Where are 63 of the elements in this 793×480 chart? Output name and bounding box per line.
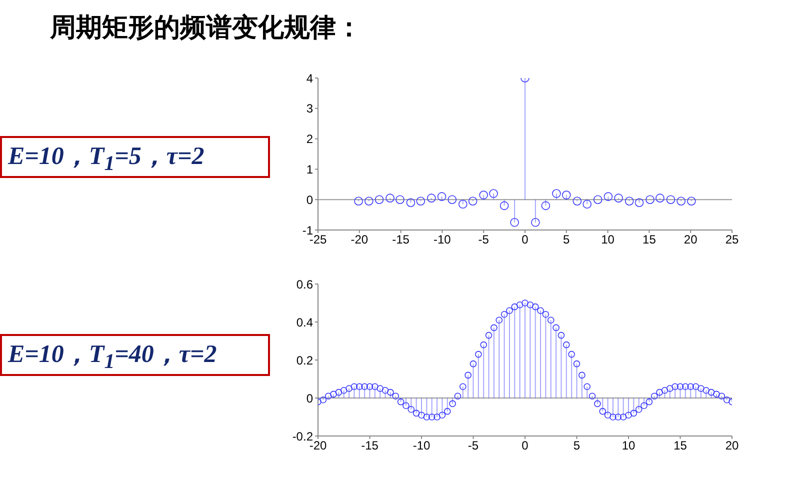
x-tick-label: -15 <box>392 232 410 247</box>
x-tick-label: -10 <box>434 232 452 247</box>
point <box>374 195 384 204</box>
point <box>582 200 592 209</box>
point <box>364 196 374 206</box>
point <box>687 196 696 206</box>
x-tick-label: -15 <box>361 438 379 453</box>
x-tick-label: 20 <box>684 232 698 247</box>
y-tick-label: 0.2 <box>296 353 314 368</box>
point <box>531 218 540 227</box>
x-tick-label: 15 <box>674 438 688 453</box>
point <box>500 201 509 210</box>
point <box>562 190 571 200</box>
point <box>634 198 644 208</box>
x-tick-label: -20 <box>350 232 368 247</box>
x-tick-label: 0 <box>522 438 529 453</box>
y-tick-label: 3 <box>306 102 314 116</box>
point <box>437 192 446 201</box>
x-tick-label: 0 <box>522 232 529 247</box>
y-tick-label: 1 <box>306 162 314 176</box>
point <box>458 200 468 209</box>
point <box>624 196 634 206</box>
x-tick-label: -10 <box>412 438 430 453</box>
point <box>427 194 436 202</box>
point <box>646 195 654 204</box>
point <box>479 190 488 200</box>
y-tick-label: 0.4 <box>296 315 314 330</box>
text: E=10，T$_{1}$=5，τ=2 <box>0 136 270 178</box>
point <box>572 196 582 206</box>
point <box>406 198 416 208</box>
x-tick-label: 10 <box>601 232 615 247</box>
text: E=10，T$_{1}$=40，τ=2 <box>0 334 270 376</box>
x-tick-label: 10 <box>622 438 636 453</box>
y-tick-label: 0.6 <box>296 277 314 292</box>
x-tick-label: 5 <box>563 232 570 247</box>
point <box>666 195 676 204</box>
point <box>510 218 519 227</box>
point <box>468 196 478 206</box>
point <box>541 201 550 210</box>
point <box>354 196 363 206</box>
point <box>552 189 561 198</box>
y-tick-label: -1 <box>302 223 314 238</box>
point <box>448 195 457 204</box>
x-tick-label: -5 <box>468 438 479 453</box>
point <box>656 194 664 202</box>
x-tick-label: 20 <box>725 438 739 453</box>
y-tick-label: 2 <box>306 132 314 146</box>
chart-title: 周期矩形的频谱变化规律： <box>50 12 362 45</box>
x-tick-label: 15 <box>642 232 656 247</box>
point <box>676 196 686 206</box>
point <box>416 196 426 206</box>
x-tick-label: 25 <box>725 232 739 247</box>
point <box>396 195 404 204</box>
x-tick-label: -5 <box>478 232 490 247</box>
point <box>593 195 602 204</box>
y-tick-label: 0 <box>306 192 314 207</box>
point <box>386 194 394 202</box>
y-tick-label: 0 <box>306 391 314 406</box>
y-tick-label: 4 <box>306 71 314 86</box>
point <box>614 194 623 202</box>
x-tick-label: 5 <box>573 438 580 453</box>
point <box>604 192 613 201</box>
point <box>489 189 498 198</box>
